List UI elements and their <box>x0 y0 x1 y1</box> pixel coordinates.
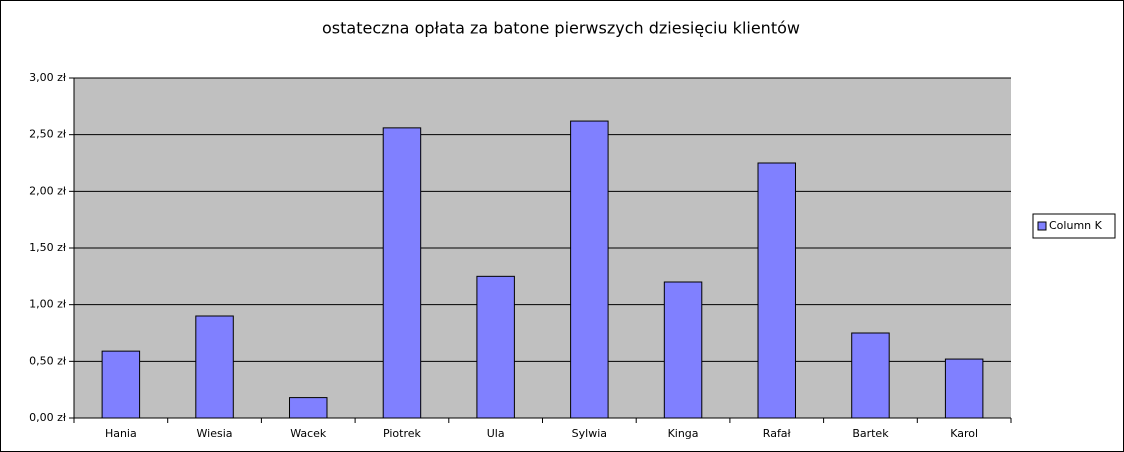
x-tick-label: Ula <box>487 427 505 440</box>
chart-title: ostateczna opłata za batone pierwszych d… <box>322 19 800 38</box>
bar <box>101 350 141 419</box>
x-tick-label: Karol <box>950 427 978 440</box>
legend-box <box>1032 213 1116 239</box>
y-tick-label: 2,50 zł <box>29 128 67 141</box>
bar <box>195 315 234 419</box>
legend-label: Column K <box>1049 219 1103 232</box>
x-tick-label: Sylwia <box>572 427 607 440</box>
x-tick-label: Rafał <box>763 427 792 440</box>
bar <box>851 332 890 419</box>
x-tick-label: Hania <box>105 427 137 440</box>
y-tick-label: 1,00 zł <box>29 298 67 311</box>
bar <box>289 397 328 419</box>
x-tick-label: Piotrek <box>383 427 422 440</box>
y-tick-label: 2,00 zł <box>29 184 67 197</box>
bar <box>663 281 703 419</box>
legend-swatch <box>1037 221 1047 231</box>
y-tick-label: 0,50 zł <box>29 354 67 367</box>
y-tick-label: 1,50 zł <box>29 241 67 254</box>
x-tick-label: Bartek <box>852 427 889 440</box>
bar <box>570 120 609 419</box>
bar <box>382 127 422 419</box>
bar <box>476 275 515 419</box>
x-tick-label: Kinga <box>668 427 699 440</box>
bar <box>944 358 984 419</box>
bar <box>757 162 796 419</box>
y-tick-label: 0,00 zł <box>29 411 67 424</box>
y-tick-label: 3,00 zł <box>29 71 67 84</box>
x-tick-label: Wacek <box>290 427 327 440</box>
x-tick-label: Wiesia <box>197 427 233 440</box>
